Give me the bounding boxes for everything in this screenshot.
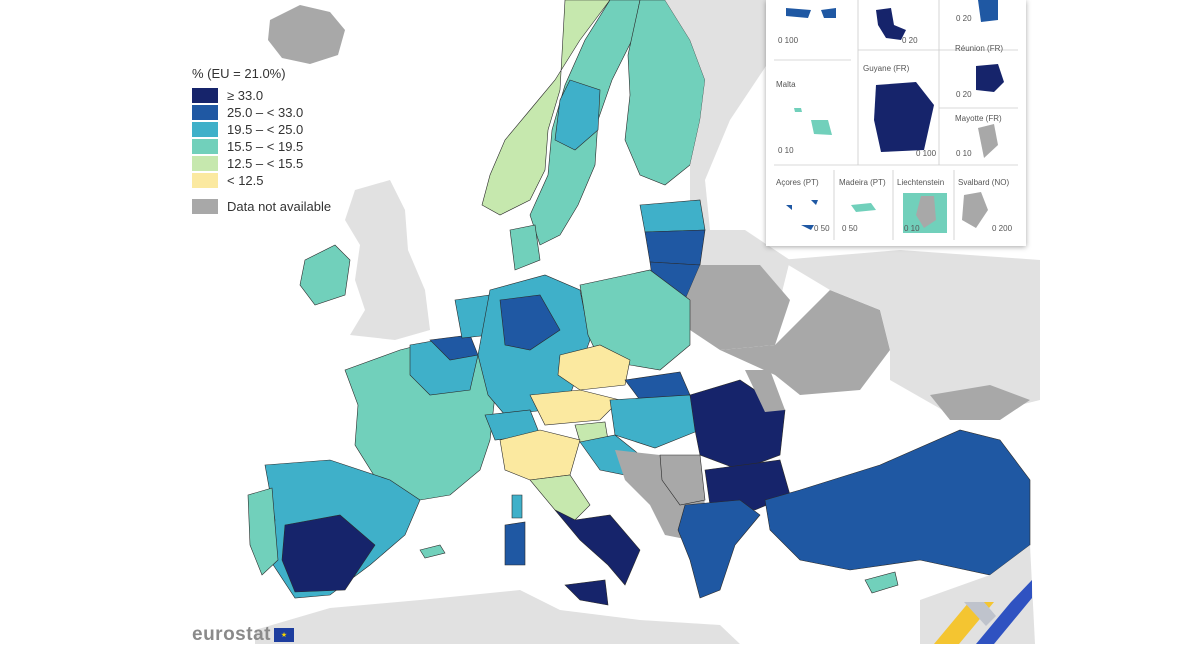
legend-class: 12.5 – < 15.5: [192, 155, 331, 172]
norway-region: [481, 0, 611, 216]
legend-swatch: [192, 88, 218, 103]
legend-class: ≥ 33.0: [192, 87, 331, 104]
sardinia-region: [504, 521, 526, 566]
inset-shape-svalbard: [962, 192, 988, 228]
portugal-region: [247, 487, 279, 576]
legend-label: 12.5 – < 15.5: [227, 156, 304, 171]
legend-label: 15.5 – < 19.5: [227, 139, 304, 154]
inset-label-reunion: Réunion (FR): [955, 44, 1004, 53]
inset-shape-top-right: [978, 0, 998, 22]
inset-shape-reunion: [976, 64, 1004, 92]
inset-label-acores: Açores (PT): [776, 178, 819, 187]
scale-reunion: 0 20: [956, 90, 972, 99]
cyprus-region: [864, 571, 899, 594]
germany-east: [499, 294, 561, 351]
czechia-region: [557, 344, 631, 391]
legend-class: 15.5 – < 19.5: [192, 138, 331, 155]
legend-class: 25.0 – < 33.0: [192, 104, 331, 121]
map-legend: % (EU = 21.0%) ≥ 33.0 25.0 – < 33.0 19.5 –…: [192, 66, 331, 215]
turkey-region: [764, 429, 1031, 576]
brand-name: eurostat: [192, 624, 271, 645]
sicily-region: [564, 579, 609, 606]
inset-shape-top-left: [786, 8, 836, 18]
legend-swatch: [192, 156, 218, 171]
legend-swatch: [192, 199, 218, 214]
legend-swatch: [192, 122, 218, 137]
ukraine-region: [720, 290, 890, 395]
inset-label-guyane: Guyane (FR): [863, 64, 910, 73]
legend-classes: ≥ 33.0 25.0 – < 33.0 19.5 – < 25.0 15.5 – <…: [192, 87, 331, 189]
italy-south: [554, 509, 641, 586]
legend-swatch: [192, 139, 218, 154]
legend-swatch: [192, 105, 218, 120]
balearic-region: [419, 544, 446, 559]
inset-shape-mayotte: [978, 124, 998, 158]
inset-panel: Malta Guyane (FR) Réunion (FR) Mayotte (…: [766, 0, 1026, 246]
scale-top-right: 0 20: [956, 14, 972, 23]
scale-top-left: 0 100: [778, 36, 799, 45]
legend-label: Data not available: [227, 199, 332, 214]
legend-class: < 12.5: [192, 172, 331, 189]
scale-liechtenstein: 0 10: [904, 224, 920, 233]
scale-guyane: 0 100: [916, 149, 937, 158]
latvia-region: [644, 229, 706, 266]
decorative-ribbon: [934, 580, 1032, 644]
scale-acores: 0 50: [814, 224, 830, 233]
inset-maps: [774, 0, 1018, 240]
hungary-region: [609, 394, 701, 449]
caucasus-region: [930, 385, 1030, 420]
inset-label-svalbard: Svalbard (NO): [958, 178, 1010, 187]
belarus-region: [685, 265, 790, 350]
inset-label-malta: Malta: [776, 80, 796, 89]
inset-shape-liechtenstein: [916, 196, 936, 228]
legend-label: 25.0 – < 33.0: [227, 105, 304, 120]
legend-title: % (EU = 21.0%): [192, 66, 286, 81]
inset-shape-guyane: [874, 82, 934, 152]
greece-region: [677, 499, 761, 599]
corsica-region: [511, 494, 523, 519]
scale-madeira: 0 50: [842, 224, 858, 233]
eu-flag-icon: ★: [273, 628, 294, 642]
legend-label: ≥ 33.0: [227, 88, 264, 103]
inset-label-madeira: Madeira (PT): [839, 178, 886, 187]
inset-shape-malta: [794, 108, 832, 135]
north-africa-region: [255, 590, 740, 644]
legend-label: < 12.5: [227, 173, 264, 188]
italy-centre: [529, 474, 591, 521]
uk-region: [345, 180, 430, 340]
ireland-region: [299, 244, 351, 306]
inset-shape-madeira: [851, 203, 876, 212]
italy-north: [499, 429, 581, 481]
sweden-north: [554, 79, 601, 151]
finland-region: [624, 0, 706, 186]
serbia-region: [659, 454, 706, 506]
legend-class: 19.5 – < 25.0: [192, 121, 331, 138]
scale-malta: 0 10: [778, 146, 794, 155]
poland-region: [579, 269, 691, 371]
scale-svalbard: 0 200: [992, 224, 1013, 233]
legend-swatch: [192, 173, 218, 188]
inset-shape-acores: [786, 200, 818, 230]
scale-mayotte: 0 10: [956, 149, 972, 158]
moldova-region: [745, 370, 785, 412]
scale-guadeloupe: 0 20: [902, 36, 918, 45]
inset-label-mayotte: Mayotte (FR): [955, 114, 1002, 123]
legend-label: 19.5 – < 25.0: [227, 122, 304, 137]
austria-region: [529, 389, 621, 426]
denmark-region: [509, 224, 541, 271]
legend-not-available: Data not available: [192, 198, 331, 215]
eurostat-logo: eurostat ★: [192, 624, 294, 646]
inset-label-liechtenstein: Liechtenstein: [897, 178, 945, 187]
iceland-region: [268, 5, 345, 64]
russia-east: [780, 250, 1040, 420]
estonia-region: [639, 199, 706, 233]
inset-shape-guadeloupe: [876, 8, 906, 40]
spain-south: [281, 514, 376, 593]
